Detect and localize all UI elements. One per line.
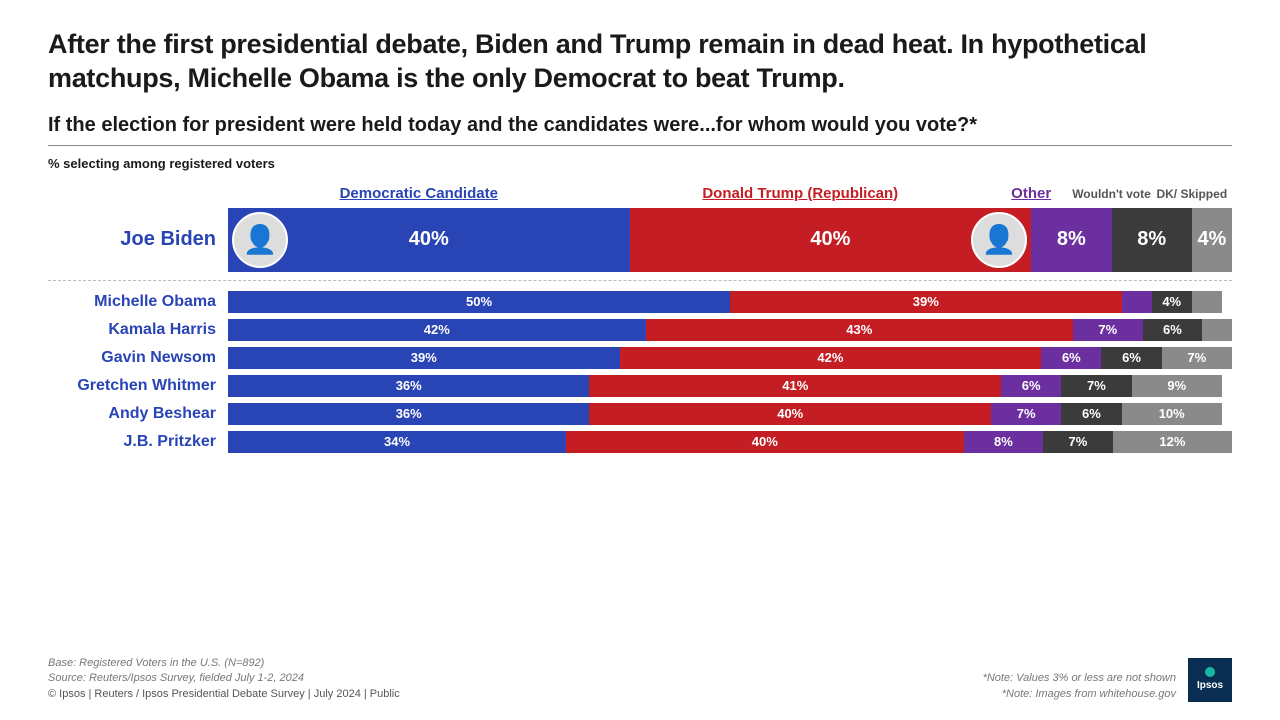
bar-wrap: 36%41%6%7%9% xyxy=(228,375,1232,397)
legend-other: Other xyxy=(991,185,1071,202)
seg-wouldnt: 6% xyxy=(1061,403,1121,425)
seg-wouldnt: 7% xyxy=(1043,431,1113,453)
seg-dem: 36% xyxy=(228,403,589,425)
footer-source: Source: Reuters/Ipsos Survey, fielded Ju… xyxy=(48,671,400,686)
row-name: Michelle Obama xyxy=(48,293,228,311)
row-name: Gretchen Whitmer xyxy=(48,377,228,395)
row-name: J.B. Pritzker xyxy=(48,433,228,451)
footer: Base: Registered Voters in the U.S. (N=8… xyxy=(48,656,1232,702)
row-name: Kamala Harris xyxy=(48,321,228,339)
seg-rep: 42% xyxy=(620,347,1042,369)
bar-wrap: 36%40%7%6%10% xyxy=(228,403,1232,425)
table-row: Kamala Harris42%43%7%6% xyxy=(48,319,1232,341)
rows-container: Michelle Obama50%39%4%Kamala Harris42%43… xyxy=(48,291,1232,453)
seg-dem: 40%👤 xyxy=(228,208,630,272)
chart-title: After the first presidential debate, Bid… xyxy=(48,28,1232,96)
seg-dem: 36% xyxy=(228,375,589,397)
row-name: Gavin Newsom xyxy=(48,349,228,367)
seg-other: 7% xyxy=(1073,319,1143,341)
table-row: J.B. Pritzker34%40%8%7%12% xyxy=(48,431,1232,453)
seg-rep: 40%👤 xyxy=(630,208,1032,272)
chart-subtitle: If the election for president were held … xyxy=(48,114,1232,137)
seg-wouldnt: 7% xyxy=(1061,375,1131,397)
divider xyxy=(48,145,1232,146)
footer-note2: *Note: Images from whitehouse.gov xyxy=(983,687,1176,702)
seg-other: 7% xyxy=(991,403,1061,425)
bar-wrap: 42%43%7%6% xyxy=(228,319,1232,341)
main-bar: 40%👤40%👤8%8%4% xyxy=(228,208,1232,272)
seg-dem: 50% xyxy=(228,291,730,313)
row-name-biden: Joe Biden xyxy=(48,228,228,251)
seg-dk: 7% xyxy=(1162,347,1232,369)
seg-rep: 40% xyxy=(566,431,964,453)
seg-rep: 41% xyxy=(589,375,1001,397)
seg-other: 6% xyxy=(1001,375,1061,397)
table-row: Michelle Obama50%39% 4% xyxy=(48,291,1232,313)
seg-dk xyxy=(1202,319,1232,341)
footer-note1: *Note: Values 3% or less are not shown xyxy=(983,671,1176,686)
seg-dem: 34% xyxy=(228,431,566,453)
row-name: Andy Beshear xyxy=(48,405,228,423)
seg-rep: 39% xyxy=(730,291,1122,313)
seg-rep: 40% xyxy=(589,403,991,425)
legend-rep: Donald Trump (Republican) xyxy=(610,185,992,202)
seg-dem: 39% xyxy=(228,347,620,369)
table-row: Gretchen Whitmer36%41%6%7%9% xyxy=(48,375,1232,397)
seg-other: 6% xyxy=(1041,347,1101,369)
bar-wrap: 34%40%8%7%12% xyxy=(228,431,1232,453)
footer-base: Base: Registered Voters in the U.S. (N=8… xyxy=(48,656,400,671)
legend-row: Democratic CandidateDonald Trump (Republ… xyxy=(228,185,1232,202)
footer-copyright: © Ipsos | Reuters / Ipsos Presidential D… xyxy=(48,687,400,702)
seg-other xyxy=(1122,291,1152,313)
bar-wrap: 39%42%6%6%7% xyxy=(228,347,1232,369)
avatar-biden: 👤 xyxy=(232,212,288,268)
seg-dk: 12% xyxy=(1113,431,1232,453)
main-row: Joe Biden 40%👤40%👤8%8%4% xyxy=(48,208,1232,272)
seg-dk xyxy=(1192,291,1222,313)
seg-rep: 43% xyxy=(646,319,1073,341)
avatar-trump: 👤 xyxy=(971,212,1027,268)
legend-dk: DK/ Skipped xyxy=(1152,188,1232,201)
seg-wouldnt: 6% xyxy=(1143,319,1203,341)
table-row: Gavin Newsom39%42%6%6%7% xyxy=(48,347,1232,369)
seg-wouldnt: 4% xyxy=(1152,291,1192,313)
seg-dk: 4% xyxy=(1192,208,1232,272)
bar-wrap: 50%39% 4% xyxy=(228,291,1232,313)
seg-other: 8% xyxy=(964,431,1044,453)
seg-other: 8% xyxy=(1031,208,1111,272)
pct-label: % selecting among registered voters xyxy=(48,156,1232,171)
seg-dk: 10% xyxy=(1122,403,1222,425)
seg-dem: 42% xyxy=(228,319,646,341)
legend-dem: Democratic Candidate xyxy=(228,185,610,202)
ipsos-logo: Ipsos xyxy=(1188,658,1232,702)
dashed-divider xyxy=(48,280,1232,281)
seg-wouldnt: 8% xyxy=(1112,208,1192,272)
seg-wouldnt: 6% xyxy=(1101,347,1161,369)
seg-dk: 9% xyxy=(1132,375,1222,397)
legend-wouldnt: Wouldn't vote xyxy=(1071,188,1151,201)
table-row: Andy Beshear36%40%7%6%10% xyxy=(48,403,1232,425)
